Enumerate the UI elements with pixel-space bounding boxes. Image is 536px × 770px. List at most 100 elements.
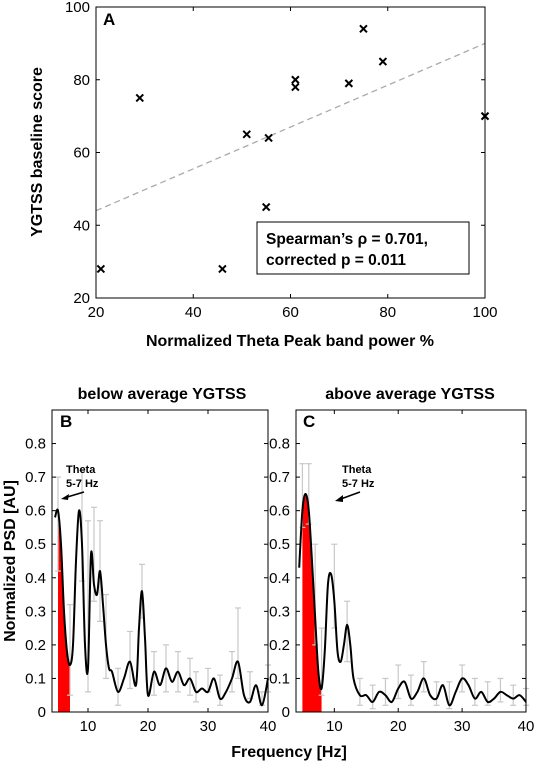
panel-a-x-tick-label: 80 — [379, 304, 396, 321]
panel-b-error-bar — [187, 657, 193, 696]
panel-b-y-tick-label: 0.4 — [25, 570, 46, 587]
panel-c-x-tick-label: 40 — [518, 718, 535, 735]
panel-b-y-tick-label: 0.1 — [25, 670, 46, 687]
panel-c-y-tick-label: 0.4 — [269, 570, 290, 587]
trend-line — [95, 42, 486, 212]
scatter-point — [264, 133, 273, 143]
panel-a-x-tick-label: 100 — [472, 304, 497, 321]
panel-b-error-bar — [229, 650, 235, 693]
panel-b-theta-range: 5-7 Hz — [66, 478, 99, 490]
panel-c-error-bar — [497, 677, 504, 703]
panel-c-x-tick-label: 20 — [390, 718, 407, 735]
stats-annotation-line-1: Spearman’s ρ = 0.701, — [266, 231, 428, 248]
panel-c-y-tick-label: 0.3 — [269, 603, 290, 620]
panel-b-x-tick-label: 40 — [260, 718, 277, 735]
scatter-point-stroke — [218, 264, 227, 274]
panel-c-error-bar — [420, 661, 427, 693]
panel-c-letter: C — [303, 412, 315, 431]
panel-c-y-tick-label: 0.2 — [269, 637, 290, 654]
panel-a-x-tick-label: 60 — [282, 304, 299, 321]
panel-b-y-tick-label: 0.8 — [25, 436, 46, 453]
stats-annotation-line-2: corrected p = 0.011 — [266, 252, 406, 269]
panel-c-axes-frame — [295, 409, 527, 713]
panel-b-x-tick-label: 20 — [140, 718, 157, 735]
panel-a-y-tick-label: 20 — [73, 290, 90, 307]
panel-a-x-tick-label: 20 — [88, 304, 105, 321]
panel-c-error-bar — [382, 677, 389, 706]
panel-b-error-bar — [115, 667, 121, 706]
panel-a-scatter: 20 40 60 80 100 20 40 60 80 100 A Spearman’s ρ = … — [29, 0, 498, 350]
panel-b-theta-label: Theta — [66, 464, 96, 476]
panel-b-x-tick-label: 30 — [200, 718, 217, 735]
panel-b-title: below average YGTSS — [78, 386, 247, 403]
scatter-point-stroke — [291, 82, 300, 92]
panel-a-y-tick-label: 60 — [73, 145, 90, 162]
scatter-point-stroke — [96, 264, 106, 274]
scatter-point — [261, 202, 271, 212]
scatter-point — [378, 57, 388, 66]
panel-b-psd: below average YGTSS 10 20 30 40 0 0.1 0.2 0.3 0.… — [2, 386, 276, 735]
stats-annotation-box — [256, 221, 470, 275]
panel-b-y-tick-label: 0.6 — [25, 503, 46, 520]
panel-c-y-tick-label: 0.5 — [269, 536, 290, 553]
panel-a-x-tick-label: 40 — [185, 304, 202, 321]
scatter-point-stroke — [264, 133, 273, 143]
panel-c-psd: above average YGTSS 10 20 30 40 0 0.1 0.2 0.3 0.… — [269, 386, 534, 735]
panel-b-y-tick-label: 0.7 — [25, 469, 46, 486]
panel-c-y-tick-label: 0.8 — [269, 436, 290, 453]
panel-b-error-bar — [235, 607, 241, 680]
panel-b-y-axis-label: Normalized PSD [AU] — [2, 480, 19, 642]
panel-a-y-tick-label: 100 — [65, 0, 90, 16]
scatter-point-stroke — [242, 130, 251, 139]
scatter-point-stroke — [378, 57, 388, 66]
panel-c-error-bar — [433, 681, 440, 706]
panel-b-error-bar — [193, 671, 199, 703]
scatter-point-stroke — [291, 75, 300, 84]
panel-a-y-axis-label: YGTSS baseline score — [29, 67, 46, 237]
scatter-point-stroke — [261, 202, 271, 212]
scatter-point-stroke — [344, 79, 354, 88]
scatter-point — [359, 24, 368, 34]
scatter-point — [291, 82, 300, 92]
scatter-point — [135, 93, 144, 103]
panel-c-theta-arrowhead — [335, 495, 343, 502]
panel-c-y-tick-label: 0 — [282, 704, 290, 721]
panel-b-y-tick-label: 0.5 — [25, 536, 46, 553]
panel-a-letter: A — [103, 10, 115, 29]
panel-a-y-tick-label: 40 — [73, 217, 90, 234]
panel-b-y-tick-label: 0 — [38, 704, 46, 721]
panel-c-theta-label: Theta — [342, 464, 372, 476]
panel-c-psd-line — [298, 492, 527, 707]
panel-b-x-tick-label: 10 — [80, 718, 97, 735]
panel-b-theta-arrowhead — [61, 494, 69, 500]
shared-x-axis-label: Frequency [Hz] — [231, 744, 347, 761]
panel-b-y-tick-label: 0.3 — [25, 603, 46, 620]
panel-b-axes-frame — [51, 409, 269, 713]
panel-c-error-bar — [369, 684, 376, 710]
panel-c-x-tick-label: 30 — [454, 718, 471, 735]
scatter-point-stroke — [135, 93, 144, 103]
panel-c-y-tick-label: 0.1 — [269, 670, 290, 687]
panel-c-error-bar — [344, 600, 351, 663]
scatter-point — [291, 75, 300, 84]
scatter-point — [218, 264, 227, 274]
panel-c-error-bar — [408, 674, 414, 706]
panel-c-x-tick-label: 10 — [326, 718, 343, 735]
scatter-point — [96, 264, 106, 274]
panel-b-error-bar — [67, 604, 73, 696]
panel-a-x-axis-label: Normalized Theta Peak band power % — [146, 333, 434, 350]
scatter-point — [242, 130, 251, 139]
panel-a-y-tick-label: 80 — [73, 72, 90, 89]
scatter-point-stroke — [359, 24, 368, 34]
panel-b-letter: B — [60, 412, 72, 431]
panel-b-error-bar — [127, 630, 133, 690]
panel-c-y-tick-label: 0.6 — [269, 503, 290, 520]
panel-c-y-tick-label: 0.7 — [269, 469, 290, 486]
panel-b-psd-line — [54, 508, 269, 707]
panel-b-error-bar — [217, 674, 223, 706]
panel-c-error-bar — [471, 677, 478, 706]
panel-c-error-bar — [356, 677, 363, 706]
panel-c-error-bar — [510, 684, 517, 706]
panel-c-theta-range: 5-7 Hz — [342, 478, 375, 490]
